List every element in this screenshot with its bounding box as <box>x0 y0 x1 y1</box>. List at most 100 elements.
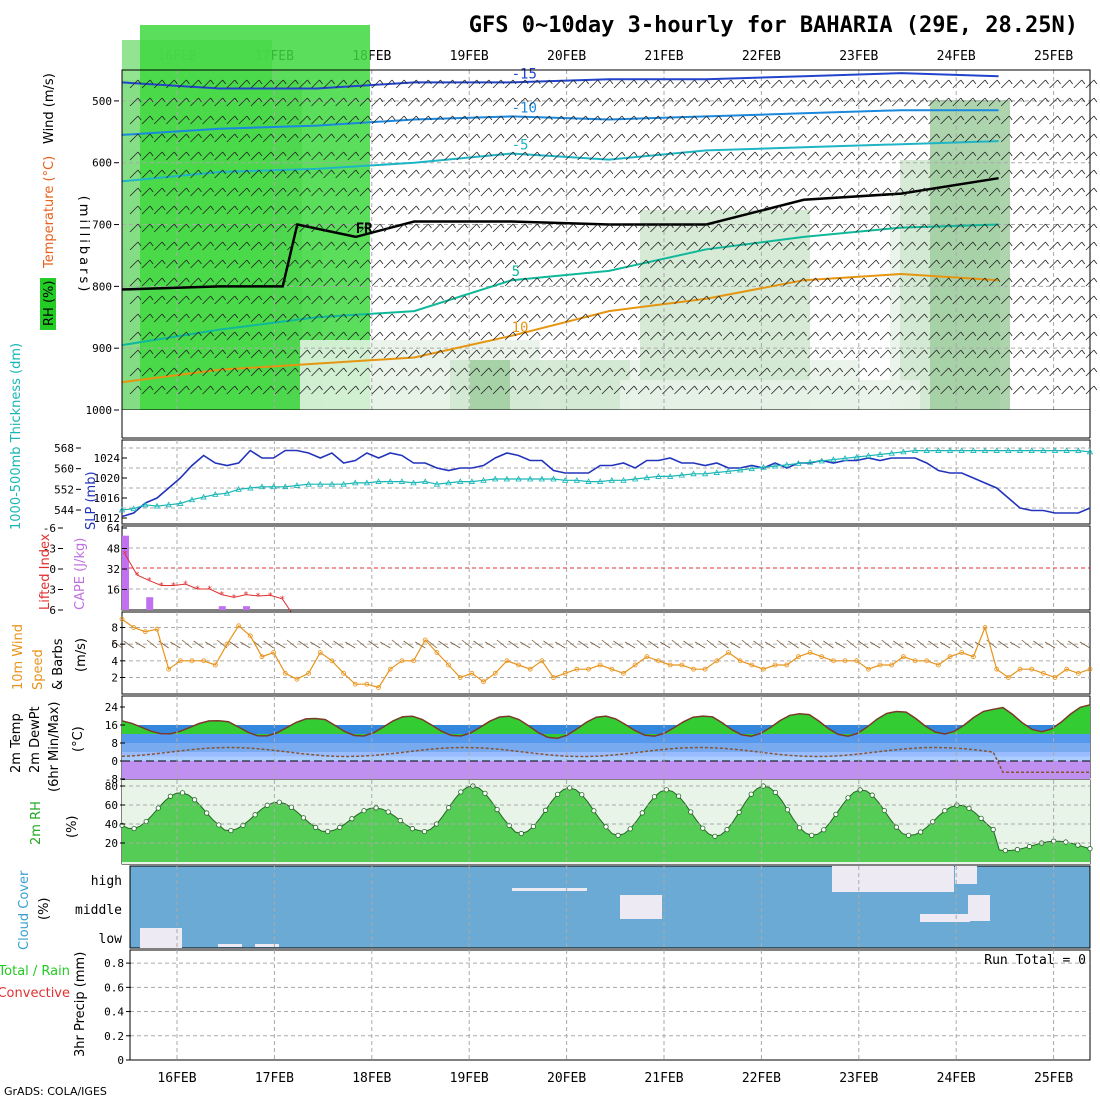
wind-barb <box>383 295 393 305</box>
wind-barb <box>625 367 635 377</box>
wind-barb-flag <box>379 97 384 103</box>
wind-barb-flag <box>186 295 190 301</box>
rh-point <box>651 794 658 800</box>
wind-barb-flag <box>561 79 565 85</box>
wind-barb <box>468 367 478 377</box>
wind-barb-flag <box>960 259 965 265</box>
wind-barb-flag <box>246 313 251 319</box>
wind-barb-flag <box>948 151 953 157</box>
wind-barb <box>577 349 586 359</box>
wind-barb <box>892 241 901 251</box>
wind-barb <box>129 223 139 233</box>
wind-barb-flag <box>996 313 1001 319</box>
wind-barb <box>311 169 320 179</box>
wind-barb <box>492 169 502 179</box>
wind-barb-flag <box>452 205 456 211</box>
wind-barb-flag <box>161 133 166 139</box>
wind-speed-point <box>247 633 253 639</box>
wind-barb-flag <box>403 241 408 247</box>
wind-barb <box>371 259 381 269</box>
wind-barb <box>516 295 526 305</box>
wind-barb-flag <box>706 169 711 175</box>
wind-barb <box>262 205 272 215</box>
wind-barb <box>662 115 671 125</box>
wind-barb-flag <box>633 169 638 175</box>
wind-barb-flag <box>561 295 565 301</box>
wind-barb <box>1049 367 1058 377</box>
wind-barb-flag <box>186 277 190 283</box>
wind-barb-flag <box>791 223 795 229</box>
wind-speed-point <box>352 681 358 687</box>
wind-barb-flag <box>331 277 335 283</box>
wind-barb <box>904 187 913 197</box>
wind-barb <box>637 313 647 323</box>
wind-barb-flag <box>633 79 638 85</box>
wind-barb <box>1013 385 1022 395</box>
wind-barb-flag <box>912 79 916 85</box>
wind-barb-flag <box>561 151 565 157</box>
wind-barb <box>674 241 683 251</box>
tick-label: 8 <box>111 737 118 750</box>
wind-barb <box>274 79 284 89</box>
wind-barb-flag <box>609 205 614 211</box>
wind-barb-flag <box>573 169 577 175</box>
wind-barb <box>190 277 199 287</box>
wind-barb-flag <box>730 133 735 139</box>
wind-barb-flag <box>307 223 311 229</box>
wind-barb-flag <box>1081 97 1086 103</box>
wind-barb-flag <box>766 313 771 319</box>
thickness-point <box>340 480 347 487</box>
wind-barb <box>226 313 236 323</box>
wind-barb-flag <box>173 295 178 301</box>
wind-barb <box>722 367 732 377</box>
wind-barb-flag <box>694 295 698 301</box>
wind-barb-flag <box>972 295 977 301</box>
wind-barb-flag <box>415 277 420 283</box>
wind-barb <box>904 79 913 89</box>
wind-speed-point <box>271 650 277 655</box>
wind-barb <box>226 79 236 89</box>
wind-barb-flag <box>754 223 759 229</box>
li-point: * <box>207 585 212 595</box>
wind-barb <box>746 367 756 377</box>
wind-barb <box>686 187 695 197</box>
wind-barb <box>758 169 768 179</box>
wind-barb <box>529 205 538 215</box>
wind-barb-flag <box>996 259 1001 265</box>
wind-barb <box>916 223 925 233</box>
wind-barb-flag <box>428 151 432 157</box>
wind-barb <box>432 79 441 89</box>
wind-barb <box>1025 223 1034 233</box>
wind-barb-flag <box>549 241 553 247</box>
wind-barb-flag <box>536 349 541 355</box>
wind-barb-flag <box>1045 79 1049 85</box>
wind-barb <box>480 115 490 125</box>
wind-barb <box>940 223 949 233</box>
wind-barb-flag <box>476 97 481 103</box>
wind-barb <box>541 115 550 125</box>
wind-barb <box>589 313 599 323</box>
wind-barb <box>601 349 611 359</box>
wind-barb <box>637 241 647 251</box>
wind-barb-flag <box>984 79 989 85</box>
rh-point <box>905 832 912 838</box>
wind-barb-flag <box>960 331 965 337</box>
wind-barb <box>674 115 683 125</box>
wind-barb-flag <box>1033 169 1037 175</box>
contour-label: FR <box>356 221 373 237</box>
wind-barb-flag <box>1045 97 1049 103</box>
top-date-label: 20FEB <box>547 49 586 64</box>
wind-barb-flag <box>536 115 541 121</box>
wind-barb <box>238 313 248 323</box>
wind-barb <box>964 313 974 323</box>
wind-barb <box>166 367 175 377</box>
wind-barb <box>541 277 550 287</box>
wind-barb-flag <box>415 187 420 193</box>
wind-barb-flag <box>899 331 904 337</box>
wind-barb-flag <box>282 223 287 229</box>
wind-barb-flag <box>887 223 892 229</box>
wind-barb-flag <box>766 205 771 211</box>
wind-barb-flag <box>924 79 928 85</box>
wind-barb <box>1073 205 1083 215</box>
